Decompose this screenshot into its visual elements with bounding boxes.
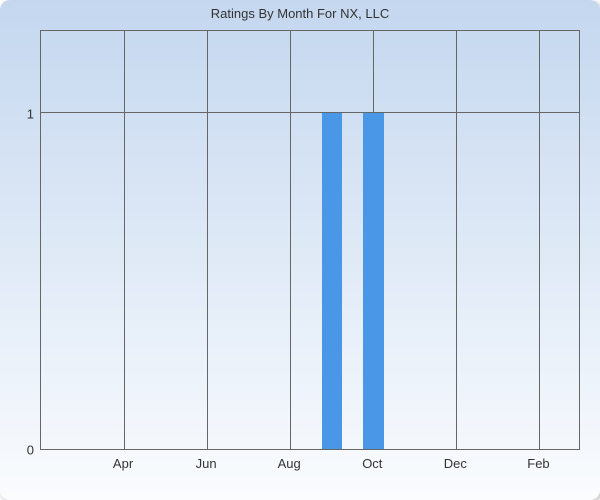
gridline-vertical: [456, 31, 457, 449]
bar: [363, 113, 384, 449]
y-axis-label: 0: [18, 443, 34, 458]
x-axis-label: Jun: [196, 456, 217, 471]
gridline-vertical: [290, 31, 291, 449]
bar: [322, 113, 343, 449]
gridline-horizontal: [41, 112, 579, 113]
gridline-vertical: [124, 31, 125, 449]
x-axis-label: Feb: [527, 456, 549, 471]
chart-container: Ratings By Month For NX, LLC Apr Jun Aug Oc…: [0, 0, 600, 500]
plot-area: [40, 30, 580, 450]
gridline-vertical: [539, 31, 540, 449]
gridline-vertical: [207, 31, 208, 449]
x-axis-label: Apr: [113, 456, 133, 471]
chart-title: Ratings By Month For NX, LLC: [0, 6, 600, 21]
x-axis-label: Aug: [278, 456, 301, 471]
x-axis-label: Oct: [362, 456, 382, 471]
y-axis-label: 1: [18, 107, 34, 122]
x-axis-label: Dec: [444, 456, 467, 471]
